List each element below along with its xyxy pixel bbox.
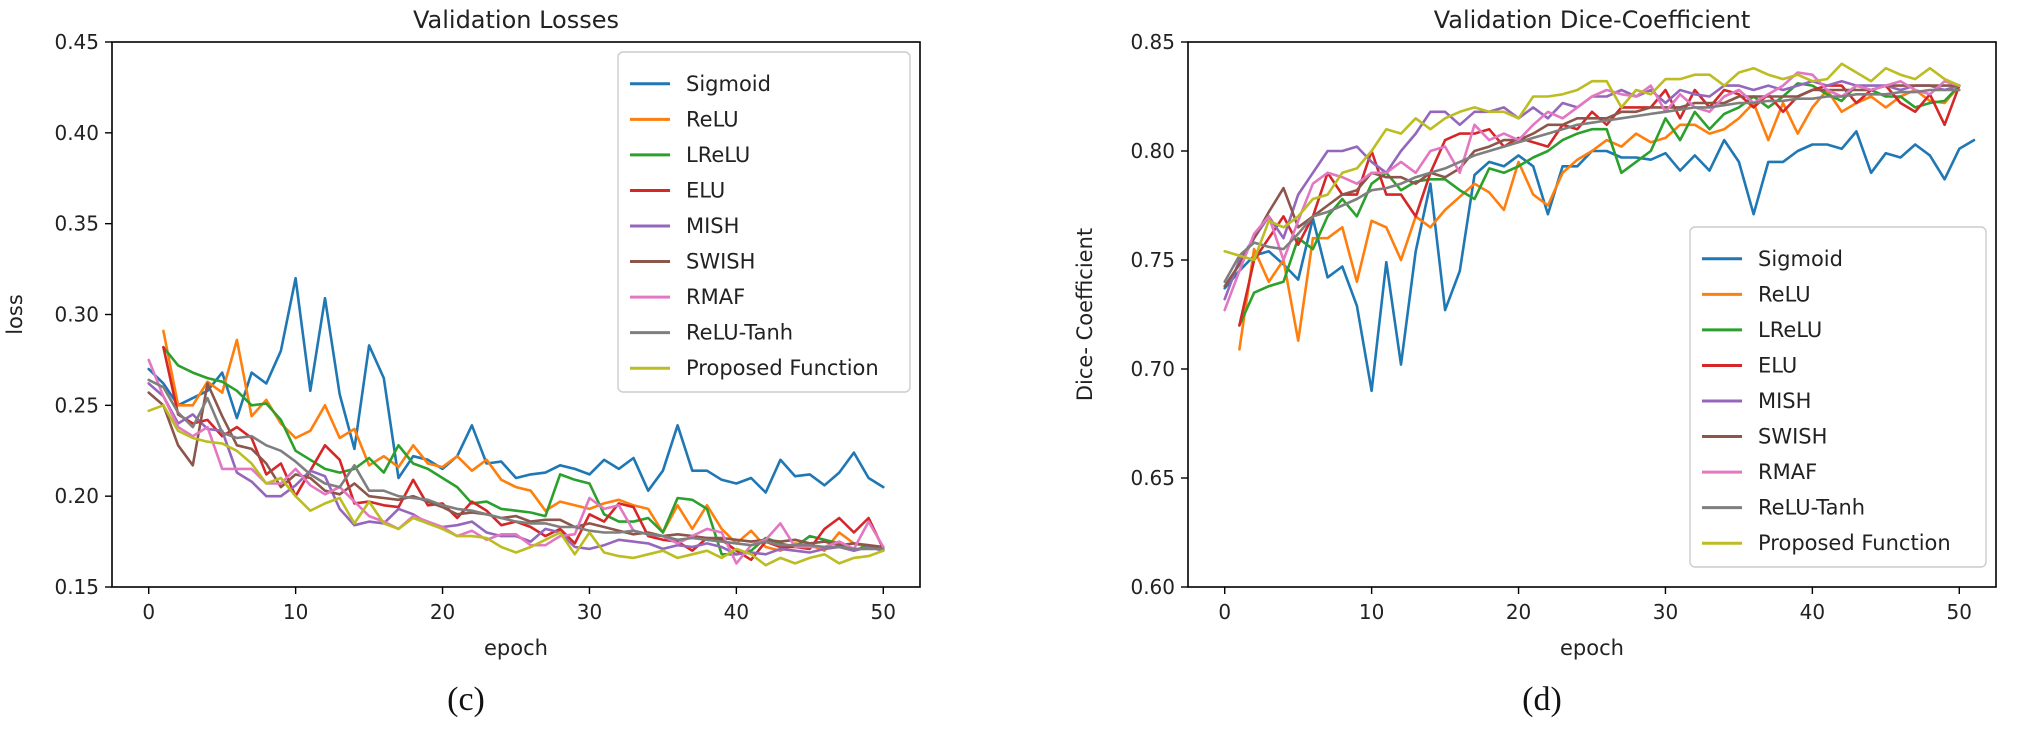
y-tick-label: 0.25 [54,393,99,417]
legend-label: Sigmoid [686,72,771,96]
legend: Sigmoid ReLU LReLU ELU MISH SWISH RMAF ReLU-Tan… [1689,226,1987,568]
legend-label: ELU [1758,353,1797,377]
x-axis-label: epoch [484,636,548,660]
series-line-sigmoid [1223,130,1976,393]
legend-label: SWISH [686,250,755,274]
legend-label: LReLU [686,143,750,167]
y-tick-label: 0.30 [54,303,99,327]
legend-label: ReLU [1758,282,1811,306]
x-tick-label: 40 [1800,600,1825,624]
series-line-lrelu [1238,82,1961,327]
series-line-rmaf [1223,71,1961,312]
y-tick-label: 0.70 [1130,357,1175,381]
series-line-relu-tanh [147,378,885,551]
x-tick-label: 30 [577,600,602,624]
y-tick-label: 0.65 [1130,466,1175,490]
x-axis-label: epoch [1560,636,1624,660]
panel-caption: (d) [1522,681,1562,718]
chart-panel-c: Validation Losses 0 10 20 30 40 50 0.15 0.20 0.25… [3,6,921,718]
legend-label: Sigmoid [1758,247,1843,271]
series-line-mish [147,382,885,556]
series-lines [1223,62,1976,393]
y-tick-label: 0.60 [1130,575,1175,599]
x-tick-label: 20 [430,600,455,624]
x-tick-label: 50 [1947,600,1972,624]
x-tick-label: 50 [871,600,896,624]
legend-label: MISH [686,214,739,238]
x-tick-label: 10 [283,600,308,624]
legend-label: RMAF [686,285,745,309]
y-tick-label: 0.85 [1130,30,1175,54]
legend-label: MISH [1758,389,1811,413]
legend-label: RMAF [1758,460,1817,484]
x-tick-label: 0 [142,600,155,624]
series-line-swish [1223,84,1961,288]
legend-label: Proposed Function [686,356,879,380]
y-tick-label: 0.35 [54,212,99,236]
x-tick-label: 10 [1359,600,1384,624]
legend-box [1689,226,1987,568]
legend-label: ReLU-Tanh [1758,496,1865,520]
y-tick-label: 0.75 [1130,248,1175,272]
chart-title: Validation Dice-Coefficient [1434,6,1751,34]
panel-caption: (c) [447,681,485,718]
y-tick-label: 0.45 [54,30,99,54]
series-line-sigmoid [147,276,885,494]
y-axis-label: Dice- Coefficient [1073,228,1097,401]
y-tick-label: 0.40 [54,121,99,145]
x-tick-label: 20 [1506,600,1531,624]
x-tick-label: 0 [1218,600,1231,624]
series-line-relu [1238,84,1961,351]
series-line-proposed-function [1223,62,1961,262]
plot-frame [1187,41,1997,588]
x-tick-label: 30 [1653,600,1678,624]
legend-label: SWISH [1758,425,1827,449]
y-tick-label: 0.20 [54,484,99,508]
legend-label: Proposed Function [1758,531,1951,555]
series-lines [147,276,885,567]
series-line-relu-tanh [1223,88,1961,284]
chart-title: Validation Losses [413,6,619,34]
legend-label: ELU [686,178,725,202]
y-tick-label: 0.15 [54,575,99,599]
legend-label: ReLU-Tanh [686,321,793,345]
legend-label: LReLU [1758,318,1822,342]
legend-label: ReLU [686,107,739,131]
series-line-proposed-function [147,403,885,567]
y-axis-label: loss [3,294,27,335]
y-tick-label: 0.80 [1130,139,1175,163]
chart-panel-d: Validation Dice-Coefficient 0 10 20 30 40 50 0.… [1073,6,1997,718]
legend-box [617,51,911,393]
series-line-elu [162,345,885,562]
legend: Sigmoid ReLU LReLU ELU MISH SWISH RMAF ReLU-Tan… [617,51,911,393]
x-tick-label: 40 [724,600,749,624]
